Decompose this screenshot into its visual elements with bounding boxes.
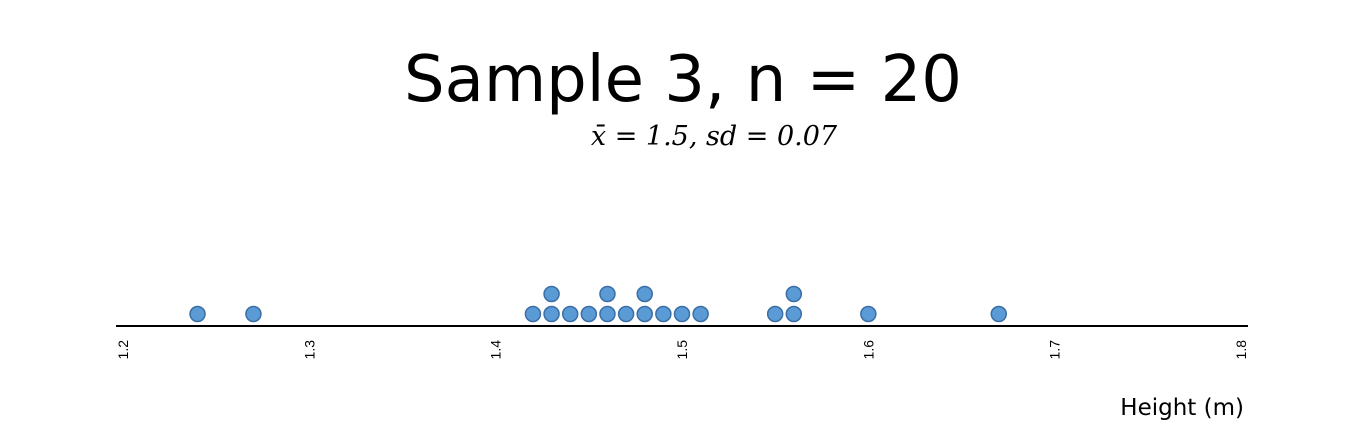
data-point	[599, 285, 616, 303]
data-point	[245, 305, 262, 323]
x-tick-label: 1.3	[301, 340, 317, 360]
data-point	[785, 285, 803, 303]
data-point	[543, 305, 560, 323]
data-point	[561, 305, 579, 323]
data-points	[189, 285, 1008, 323]
data-point	[580, 305, 598, 323]
data-point	[673, 305, 691, 323]
chart-title: Sample 3, n = 20	[404, 43, 962, 117]
data-point	[785, 305, 803, 323]
chart-subtitle: x̄ = 1.5, sd = 0.07	[591, 121, 838, 152]
data-point	[599, 305, 616, 323]
x-tick-label: 1.2	[115, 340, 131, 360]
x-tick-label: 1.8	[1233, 340, 1249, 360]
data-point	[189, 305, 206, 323]
data-point	[617, 305, 635, 323]
data-point	[655, 305, 672, 323]
x-axis-label: Height (m)	[1120, 395, 1244, 421]
data-point	[636, 305, 653, 323]
x-axis-ticks: 1.2 1.3 1.4 1.5 1.6 1.7 1.8	[115, 340, 1249, 360]
x-tick-label: 1.7	[1047, 340, 1063, 360]
x-tick-label: 1.4	[488, 340, 504, 360]
data-point	[990, 305, 1008, 323]
data-point	[543, 285, 560, 303]
x-tick-label: 1.6	[860, 340, 876, 360]
x-tick-label: 1.5	[674, 340, 690, 360]
data-point	[692, 305, 709, 323]
data-point	[636, 285, 653, 303]
data-point	[860, 305, 877, 323]
data-point	[524, 305, 542, 323]
data-point	[766, 305, 784, 323]
